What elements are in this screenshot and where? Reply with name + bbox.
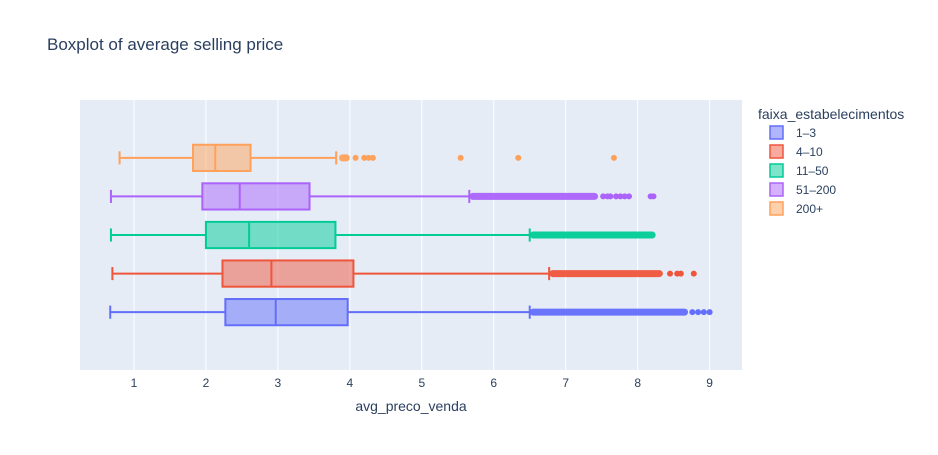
iqr-box-1-3: [224, 298, 349, 327]
x-tick-label-7: 7: [562, 376, 569, 390]
x-tick-label-2: 2: [203, 376, 210, 390]
x-tick-label-5: 5: [418, 376, 425, 390]
legend-swatch-200: [769, 201, 784, 216]
legend-swatch-51-200: [769, 182, 784, 197]
legend-swatch-1-3: [769, 125, 784, 140]
legend-item-1-3[interactable]: 1–3: [769, 125, 816, 140]
legend-swatch-11-50: [769, 163, 784, 178]
outlier-point-200-1: [361, 154, 368, 161]
outlier-point-200-2: [365, 154, 372, 161]
legend-swatch-4-10: [769, 144, 784, 159]
legend-label-11-50: 11–50: [796, 164, 829, 178]
outlier-band-200: [339, 154, 350, 162]
outlier-band-11-50: [529, 231, 656, 239]
iqr-box-11-50: [204, 220, 337, 250]
outlier-point-200-5: [515, 154, 522, 161]
outlier-point-200-0: [352, 154, 359, 161]
x-tick-label-4: 4: [346, 376, 353, 390]
box-1-3: [109, 298, 713, 327]
outlier-point-51-200-8: [650, 193, 657, 200]
outlier-point-4-10-2: [677, 270, 684, 277]
legend-label-51-200: 51–200: [796, 183, 836, 197]
outlier-point-200-4: [457, 154, 464, 161]
x-tick-label-1: 1: [131, 376, 138, 390]
legend-item-200[interactable]: 200+: [769, 201, 823, 216]
iqr-box-4-10: [221, 259, 355, 288]
outlier-point-51-200-2: [607, 193, 614, 200]
outlier-point-1-3-1: [695, 309, 702, 316]
outlier-point-51-200-5: [621, 193, 628, 200]
outlier-point-1-3-2: [700, 309, 707, 316]
outlier-point-51-200-3: [613, 193, 620, 200]
chart-title: Boxplot of average selling price: [47, 35, 283, 54]
box-51-200: [109, 182, 657, 211]
legend-label-4-10: 4–10: [796, 145, 823, 159]
iqr-box-51-200: [201, 182, 311, 211]
iqr-box-200: [191, 143, 252, 172]
outlier-point-1-3-0: [689, 309, 696, 316]
x-tick-label-8: 8: [634, 376, 641, 390]
legend-item-4-10[interactable]: 4–10: [769, 144, 823, 159]
outlier-point-51-200-6: [626, 193, 633, 200]
box-series-group: [109, 143, 713, 327]
box-200: [118, 143, 617, 172]
box-11-50: [109, 220, 656, 250]
legend-item-51-200[interactable]: 51–200: [769, 182, 836, 197]
legend-item-11-50[interactable]: 11–50: [769, 163, 829, 178]
x-axis-ticks: 1 2 3 4 5 6 7 8 9: [131, 376, 714, 390]
outlier-point-4-10-0: [667, 270, 674, 277]
outlier-point-200-6: [610, 154, 617, 161]
outlier-band-1-3: [529, 308, 689, 316]
outlier-point-4-10-3: [690, 270, 697, 277]
legend-label-1-3: 1–3: [796, 126, 816, 140]
outlier-point-1-3-3: [706, 309, 713, 316]
outlier-band-51-200: [469, 192, 599, 200]
outlier-point-51-200-4: [617, 193, 624, 200]
legend: faixa_estabelecimentos 1–3 4–10 11–50 51–20…: [758, 106, 904, 216]
legend-label-200: 200+: [796, 202, 823, 216]
x-tick-label-6: 6: [490, 376, 497, 390]
outlier-band-4-10: [549, 270, 663, 278]
x-tick-label-9: 9: [706, 376, 713, 390]
outlier-point-51-200-0: [600, 193, 607, 200]
legend-title: faixa_estabelecimentos: [758, 106, 904, 122]
x-tick-label-3: 3: [275, 376, 282, 390]
box-4-10: [111, 259, 697, 288]
outlier-point-200-3: [369, 154, 376, 161]
x-axis-label: avg_preco_venda: [355, 398, 467, 414]
